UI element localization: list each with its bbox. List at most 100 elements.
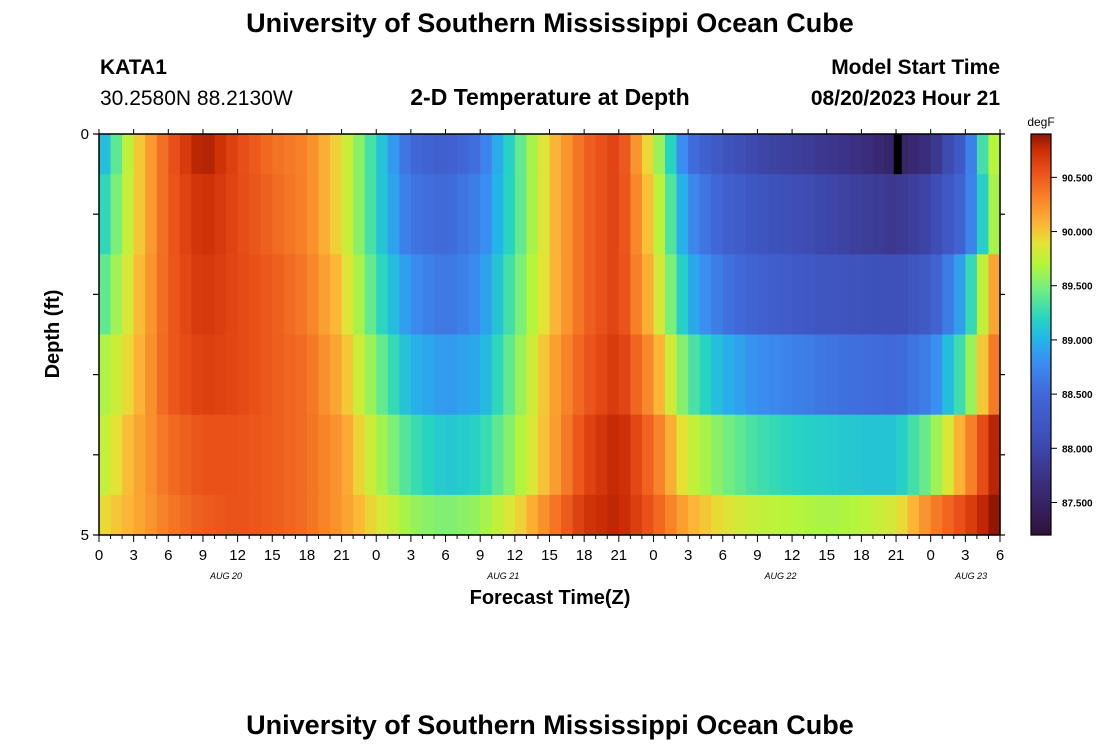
- x-tick-label: 0: [95, 547, 103, 564]
- heatmap-cell: [653, 494, 666, 536]
- heatmap-cell: [930, 494, 943, 536]
- heatmap-cell: [537, 134, 551, 175]
- heatmap-cell: [792, 134, 805, 175]
- x-tick-label: 12: [229, 547, 246, 564]
- heatmap-cell: [653, 174, 666, 255]
- heatmap-cell: [468, 174, 481, 255]
- heatmap-cell: [665, 174, 678, 255]
- heatmap-cell: [145, 414, 158, 496]
- heatmap-cell: [884, 254, 897, 335]
- heatmap-cell: [699, 174, 712, 255]
- heatmap-cell: [526, 134, 539, 175]
- heatmap-cell: [145, 334, 158, 416]
- heatmap-cell: [422, 334, 435, 416]
- depth-layer-1: [99, 174, 1001, 255]
- heatmap-cell: [537, 174, 551, 255]
- temperature-depth-chart: 05 0 3 6 9 12 15 18 21 0 3 6 9 12 15 18 21 0 3 6 9 12 15 18 21 0…: [42, 115, 1093, 609]
- heatmap-cell: [168, 134, 181, 175]
- heatmap-cell: [641, 334, 655, 416]
- heatmap-cell: [549, 174, 562, 255]
- heatmap-cell: [768, 494, 782, 536]
- heatmap-cell: [249, 414, 262, 496]
- heatmap-cell: [757, 334, 770, 416]
- heatmap-cell: [768, 174, 782, 255]
- x-tick-label: 6: [164, 547, 172, 564]
- heatmap-cell: [861, 254, 874, 335]
- heatmap-cell: [757, 414, 770, 496]
- heatmap-cell: [179, 334, 193, 416]
- heatmap-cell: [861, 414, 874, 496]
- heatmap-cell: [792, 174, 805, 255]
- heatmap-cell: [202, 334, 216, 416]
- heatmap-cell: [503, 134, 516, 175]
- heatmap-cell: [826, 334, 839, 416]
- heatmap-cell: [988, 494, 1001, 536]
- heatmap-cell: [572, 494, 585, 536]
- heatmap-cell: [930, 134, 943, 175]
- heatmap-cell: [630, 494, 643, 536]
- heatmap-cell: [191, 334, 204, 416]
- heatmap-cell: [780, 414, 793, 496]
- heatmap-cell: [318, 174, 331, 255]
- footer-title: University of Southern Mississippi Ocean…: [246, 710, 854, 740]
- heatmap-cell: [237, 174, 250, 255]
- heatmap-cell: [792, 334, 805, 416]
- x-tick-label: 6: [719, 547, 727, 564]
- heatmap-cell: [514, 254, 527, 335]
- heatmap-cell: [445, 174, 458, 255]
- heatmap-cell: [838, 134, 851, 175]
- heatmap-cell: [745, 494, 759, 536]
- heatmap-cell: [433, 334, 447, 416]
- heatmap-cell: [422, 254, 435, 335]
- heatmap-cell: [399, 254, 412, 335]
- heatmap-cell: [491, 254, 504, 335]
- heatmap-cell: [607, 494, 620, 536]
- heatmap-cell: [457, 174, 470, 255]
- heatmap-cell: [272, 494, 285, 536]
- heatmap-cell: [260, 494, 273, 536]
- heatmap-cell: [214, 174, 227, 255]
- heatmap-cell: [965, 134, 978, 175]
- heatmap-cell: [838, 414, 851, 496]
- heatmap-cell: [826, 134, 839, 175]
- heatmap-cell: [214, 494, 227, 536]
- heatmap-cell: [202, 134, 216, 175]
- heatmap-cell: [653, 414, 666, 496]
- heatmap-cell: [930, 174, 943, 255]
- heatmap-cell: [826, 414, 839, 496]
- heatmap-cell: [699, 134, 712, 175]
- heatmap-cell: [618, 334, 631, 416]
- heatmap-cell: [503, 334, 516, 416]
- heatmap-cell: [653, 254, 666, 335]
- heatmap-cell: [480, 254, 493, 335]
- heatmap-cell: [226, 494, 239, 536]
- x-date-label: AUG 23: [954, 571, 987, 581]
- heatmap-cell: [872, 174, 886, 255]
- heatmap-cell: [110, 174, 123, 255]
- heatmap-cell: [780, 254, 793, 335]
- heatmap-cell: [376, 414, 389, 496]
- colorbar-tick-label: 89.500: [1062, 282, 1093, 293]
- x-tick-label: 0: [927, 547, 935, 564]
- x-tick-label: 12: [784, 547, 801, 564]
- heatmap-cell: [688, 134, 701, 175]
- heatmap-cell: [907, 134, 920, 175]
- heatmap-cell: [919, 174, 932, 255]
- heatmap-cell: [156, 134, 169, 175]
- heatmap-cell: [919, 254, 932, 335]
- heatmap-cell: [872, 494, 886, 536]
- colorbar-tick-label: 88.500: [1062, 390, 1093, 401]
- heatmap-cell: [595, 414, 608, 496]
- heatmap-cell: [722, 174, 735, 255]
- heatmap-cell: [815, 334, 828, 416]
- heatmap-cell: [468, 134, 481, 175]
- heatmap-cell: [341, 494, 354, 536]
- x-tick-label: 3: [684, 547, 692, 564]
- heatmap-cell: [584, 174, 597, 255]
- heatmap-cell: [919, 334, 932, 416]
- heatmap-cell: [780, 134, 793, 175]
- heatmap-cell: [249, 174, 262, 255]
- heatmap-cell: [364, 134, 377, 175]
- heatmap-cell: [745, 174, 759, 255]
- heatmap-cell: [942, 254, 955, 335]
